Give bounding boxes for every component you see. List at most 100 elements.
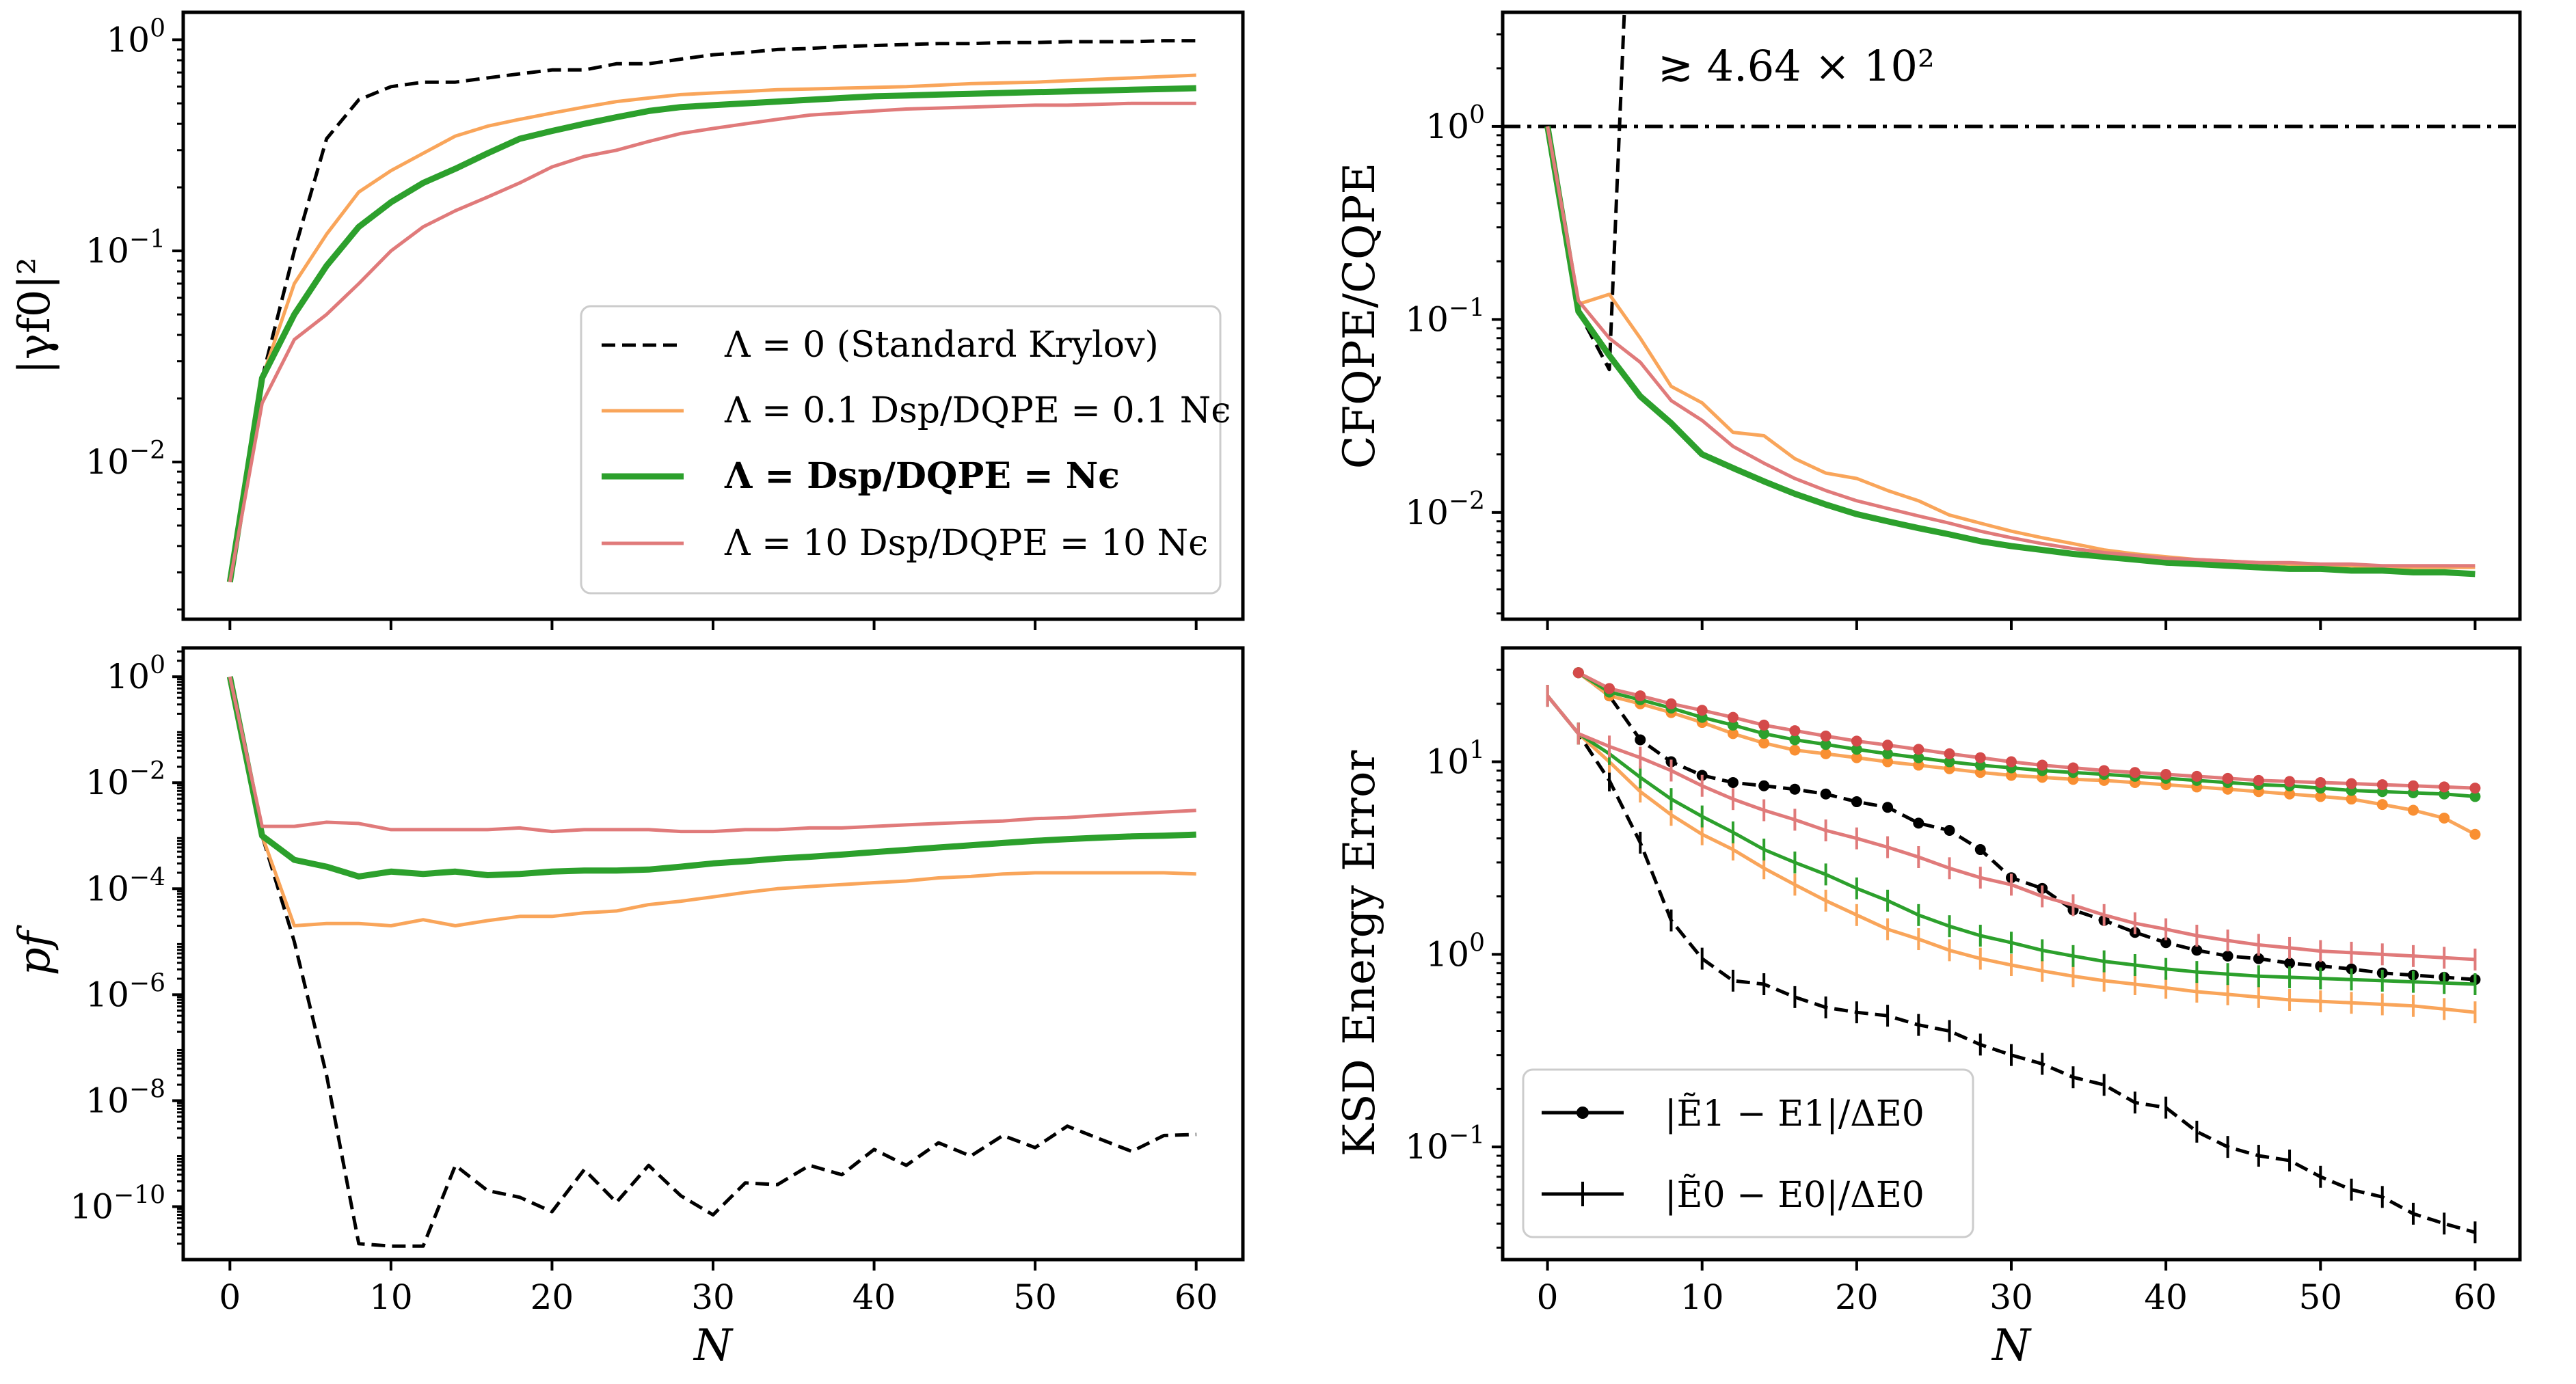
y-tick-label: 100 — [106, 651, 165, 696]
data-point — [2407, 780, 2419, 791]
data-point — [1789, 744, 1801, 756]
data-point — [1789, 725, 1801, 737]
legend-bottom-right: |Ẽ1 − E1|/ΔE0 |Ẽ0 − E0|/ΔE0 — [1522, 1068, 1974, 1238]
panel-pf: 0 10 20 30 40 50 60 100 10−2 10−4 10−6 10−8 10−10 pf… — [10, 646, 1245, 1371]
data-point — [2098, 765, 2110, 776]
legend-label-10: Λ = 10 Dsp/DQPE = 10 Nϵ — [724, 523, 1208, 564]
y-tick-label: 100 — [1425, 101, 1485, 146]
series-line — [1546, 126, 2476, 568]
series-line — [228, 73, 1196, 582]
data-point — [1882, 756, 1894, 768]
data-point — [1913, 752, 1924, 763]
data-point — [1944, 756, 1955, 768]
legend-top-left: Λ = 0 (Standard Krylov) Λ = 0.1 Dsp/DQPE… — [580, 305, 1231, 595]
data-point — [2129, 767, 2141, 778]
data-point — [1974, 844, 1986, 856]
data-point — [1820, 730, 1832, 742]
data-point — [2191, 770, 2203, 782]
data-point — [2284, 788, 2296, 800]
data-point — [2222, 772, 2233, 784]
y-tick-label: 10−6 — [85, 969, 165, 1014]
data-point — [1665, 698, 1677, 709]
data-point — [2346, 778, 2357, 789]
ylabel-ksd: KSD Energy Error — [1334, 750, 1385, 1156]
data-point — [1696, 705, 1708, 716]
data-point — [1851, 752, 1862, 763]
y-tick-label: 101 — [1425, 737, 1485, 782]
data-point — [1789, 783, 1801, 795]
y-tick-label: 10−1 — [1405, 294, 1485, 339]
y-tick-label: 10−4 — [85, 863, 165, 908]
legend-marker-e1 — [1577, 1107, 1589, 1119]
series-line — [228, 676, 1196, 927]
data-point — [1572, 667, 1584, 679]
data-point — [2253, 774, 2264, 786]
ylabel-pf: pf — [10, 924, 60, 975]
data-point — [2315, 791, 2326, 802]
x-tick-label: 10 — [1680, 1277, 1724, 1317]
x-tick-label: 20 — [531, 1277, 574, 1317]
panel-cost-ratio: 100 10−1 10−2 CFQPE/CQPE ≳ 4.64 × 10² — [1334, 10, 2522, 630]
data-point — [1913, 817, 1924, 829]
series-line — [1544, 126, 2476, 578]
data-point — [1758, 737, 1770, 749]
x-tick-label: 60 — [2454, 1277, 2497, 1317]
data-point — [1882, 802, 1894, 813]
data-point — [2469, 791, 2481, 802]
series-line — [226, 676, 1196, 880]
data-point — [1851, 735, 1862, 747]
data-point — [2160, 769, 2172, 781]
data-point — [1944, 748, 1955, 759]
x-tick-label: 30 — [1989, 1277, 2033, 1317]
data-point — [1727, 719, 1739, 731]
data-point — [1882, 748, 1894, 759]
data-point — [2439, 781, 2450, 793]
series-line — [228, 101, 1196, 583]
data-point — [1913, 759, 1924, 771]
data-point — [1851, 796, 1862, 808]
y-tick-label: 10−2 — [85, 757, 165, 802]
legend-label-standard: Λ = 0 (Standard Krylov) — [724, 325, 1159, 366]
legend-label-e1: |Ẽ1 − E1|/ΔE0 — [1665, 1092, 1924, 1135]
data-point — [1820, 748, 1832, 759]
y-tick-label: 100 — [106, 14, 165, 59]
x-tick-label: 0 — [219, 1277, 241, 1317]
xlabel-left: N — [693, 1320, 734, 1371]
data-point — [1974, 752, 1986, 763]
series-line — [226, 85, 1196, 583]
data-point — [1944, 825, 1955, 837]
y-tick-label: 10−8 — [85, 1075, 165, 1120]
data-point — [2191, 945, 2203, 956]
y-tick-label: 10−1 — [1405, 1122, 1485, 1167]
data-point — [1913, 744, 1924, 755]
y-tick-label: 10−1 — [85, 226, 165, 271]
data-point — [2376, 779, 2388, 791]
x-tick-label: 60 — [1175, 1277, 1218, 1317]
legend-label-e0: |Ẽ0 − E0|/ΔE0 — [1665, 1173, 1924, 1216]
panel-ksd-error: 0 10 20 30 40 50 60 101 100 10−1 KSD Energy Error… — [1334, 646, 2522, 1371]
data-point — [2067, 762, 2079, 774]
x-tick-label: 30 — [691, 1277, 735, 1317]
x-tick-label: 50 — [2298, 1277, 2342, 1317]
data-point — [1758, 780, 1770, 791]
series-line — [228, 676, 1196, 834]
x-tick-label: 0 — [1537, 1277, 1559, 1317]
data-point — [1635, 690, 1646, 702]
x-tick-label: 50 — [1013, 1277, 1057, 1317]
data-point — [1882, 740, 1894, 751]
data-point — [2284, 776, 2296, 787]
legend-label-01: Λ = 0.1 Dsp/DQPE = 0.1 Nϵ — [724, 390, 1231, 431]
x-tick-label: 40 — [2144, 1277, 2188, 1317]
data-point — [2222, 950, 2233, 962]
y-tick-label: 100 — [1425, 929, 1485, 974]
data-point — [2439, 812, 2450, 824]
data-point — [2315, 776, 2326, 788]
ylabel-gamma: |γf0|² — [10, 257, 60, 374]
data-point — [2284, 958, 2296, 969]
data-point — [1789, 734, 1801, 746]
data-point — [2346, 793, 2357, 805]
data-point — [1727, 776, 1739, 788]
y-tick-label: 10−10 — [70, 1181, 165, 1226]
x-tick-label: 40 — [853, 1277, 896, 1317]
